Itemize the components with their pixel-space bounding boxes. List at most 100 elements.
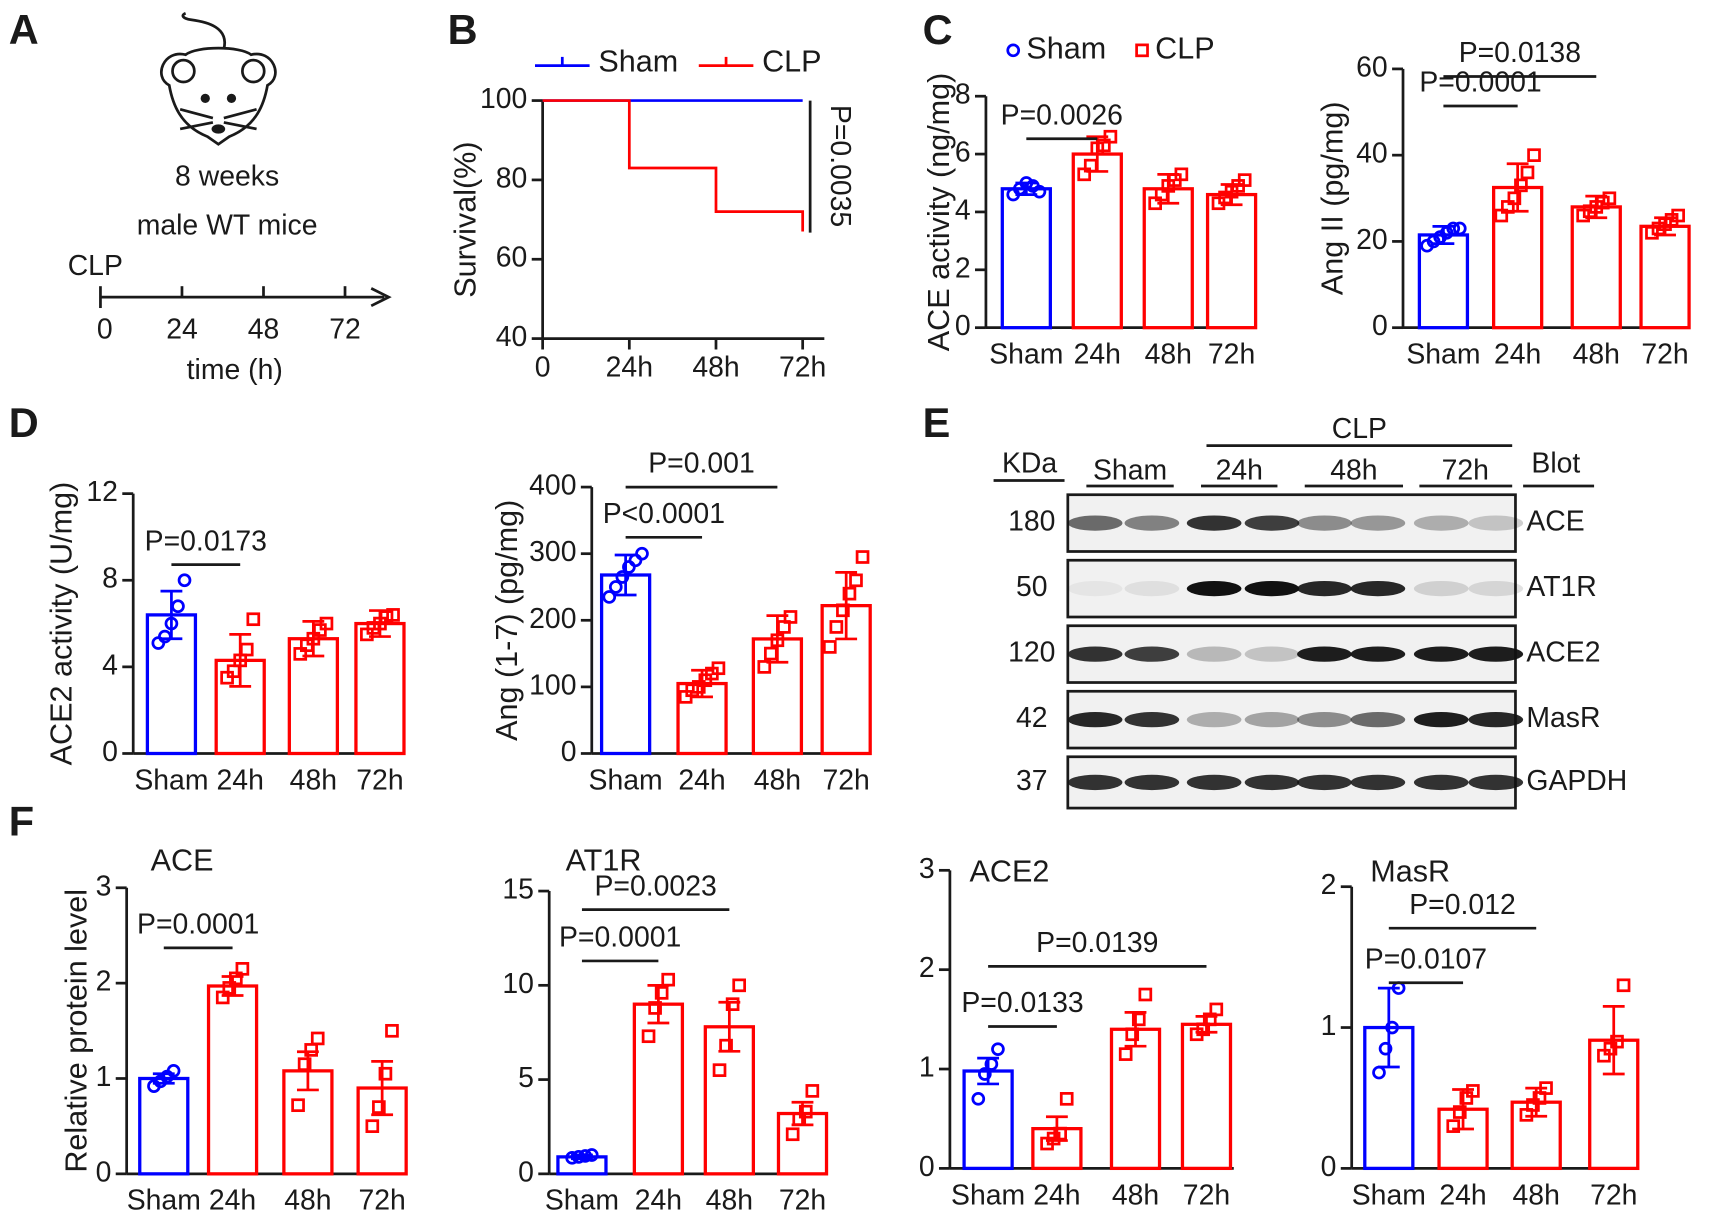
data-point bbox=[770, 633, 785, 648]
mouse-icon bbox=[160, 11, 277, 146]
p-value: P=0.0133 bbox=[961, 987, 1083, 1019]
y-tick-label: 4 bbox=[955, 194, 971, 226]
x-tick-label: 24h bbox=[606, 352, 653, 384]
x-tick-label: Sham bbox=[1352, 1179, 1426, 1210]
error-bar bbox=[1452, 1088, 1474, 1131]
data-point bbox=[1602, 191, 1617, 206]
x-tick-label: 72h bbox=[1590, 1179, 1637, 1210]
data-point bbox=[164, 616, 179, 631]
y-tick-label: 60 bbox=[1356, 51, 1388, 83]
data-point bbox=[1378, 1041, 1393, 1056]
data-point bbox=[1385, 1020, 1399, 1035]
data-point bbox=[1520, 165, 1535, 180]
blot-band bbox=[1124, 515, 1180, 531]
data-point bbox=[177, 573, 192, 588]
legend-label: Sham bbox=[1026, 31, 1106, 65]
x-tick-label: 72h bbox=[779, 352, 826, 384]
data-point bbox=[641, 1029, 656, 1044]
panel-letter: B bbox=[448, 6, 478, 53]
x-tick-label: Sham bbox=[589, 764, 663, 796]
blot-band bbox=[1244, 515, 1300, 531]
blot-band bbox=[1244, 646, 1300, 662]
x-tick-label: 24h bbox=[1074, 339, 1121, 371]
bar bbox=[1109, 1027, 1162, 1171]
x-tick-label: 72h bbox=[1183, 1179, 1230, 1210]
blot-band bbox=[1124, 712, 1180, 728]
x-tick-label: 48h bbox=[706, 1185, 753, 1210]
data-point bbox=[365, 1119, 380, 1133]
y-tick-label: 3 bbox=[96, 870, 112, 902]
kda-header: KDa bbox=[1002, 448, 1057, 480]
blot-name: GAPDH bbox=[1526, 765, 1627, 797]
y-tick-label: 2 bbox=[1321, 869, 1337, 901]
blot-band bbox=[1244, 712, 1300, 728]
bar bbox=[1205, 192, 1258, 330]
chart-title: MasR bbox=[1370, 855, 1450, 889]
data-point bbox=[805, 1084, 820, 1098]
data-point bbox=[978, 1067, 992, 1081]
data-point bbox=[1452, 1105, 1467, 1119]
x-tick-label: 72h bbox=[1208, 339, 1255, 371]
data-point bbox=[829, 620, 844, 634]
data-point bbox=[984, 1057, 999, 1071]
p-value: P=0.0138 bbox=[1459, 37, 1581, 69]
blot-band bbox=[1350, 580, 1406, 597]
blot-band bbox=[1350, 515, 1406, 531]
kda-label: 180 bbox=[1008, 506, 1055, 538]
blot-band bbox=[1297, 580, 1352, 597]
x-tick-label: 48h bbox=[692, 352, 739, 384]
y-tick-label: 1 bbox=[96, 1061, 112, 1093]
y-axis-label: Ang (1-7) (pg/mg) bbox=[490, 500, 524, 741]
timeline-tick-label: 0 bbox=[97, 313, 113, 345]
legend-label: CLP bbox=[762, 45, 821, 79]
clp-label: CLP bbox=[68, 250, 123, 282]
x-tick-label: 24h bbox=[209, 1185, 256, 1210]
x-tick-label: 72h bbox=[1641, 339, 1688, 371]
data-point bbox=[608, 580, 623, 594]
data-point bbox=[1174, 167, 1189, 182]
blot-band bbox=[1186, 712, 1242, 728]
timeline-tick-label: 48 bbox=[248, 313, 280, 345]
x-tick-label: 72h bbox=[356, 764, 403, 796]
blot-band bbox=[1468, 580, 1524, 597]
blot-band bbox=[1186, 515, 1242, 531]
blot-band bbox=[1124, 580, 1180, 597]
y-tick-label: 0 bbox=[955, 310, 971, 342]
kda-label: 50 bbox=[1016, 571, 1048, 603]
data-point bbox=[1446, 221, 1461, 236]
p-value: P=0.0139 bbox=[1036, 927, 1158, 959]
bar bbox=[1639, 224, 1691, 330]
blot-band bbox=[1186, 646, 1242, 662]
data-point bbox=[648, 1001, 662, 1015]
p-value: P=0.0026 bbox=[1001, 99, 1123, 131]
blot-band bbox=[1124, 646, 1180, 662]
data-point bbox=[310, 1031, 325, 1046]
blot-band bbox=[1244, 774, 1300, 791]
blot-name: MasR bbox=[1526, 702, 1600, 734]
blot-name: AT1R bbox=[1526, 571, 1596, 603]
kda-label: 42 bbox=[1016, 702, 1048, 734]
x-tick-label: Sham bbox=[1406, 339, 1480, 371]
y-tick-label: 10 bbox=[502, 968, 534, 1000]
data-point bbox=[166, 1064, 181, 1078]
data-point bbox=[1610, 1034, 1624, 1049]
x-tick-label: 48h bbox=[754, 764, 801, 796]
chart-title: ACE bbox=[151, 844, 214, 878]
x-tick-label: 48h bbox=[290, 764, 337, 796]
error-bar bbox=[371, 1059, 394, 1117]
data-point bbox=[1083, 158, 1098, 173]
data-point bbox=[584, 1148, 599, 1162]
blot-band bbox=[1468, 646, 1524, 662]
blot-band bbox=[1297, 646, 1352, 662]
blot-band bbox=[1297, 774, 1352, 791]
data-point bbox=[239, 642, 254, 657]
data-point bbox=[1237, 173, 1252, 187]
mice-type: male WT mice bbox=[137, 210, 318, 242]
bar bbox=[1000, 187, 1052, 330]
data-point bbox=[1019, 176, 1034, 190]
x-tick-label: 48h bbox=[1513, 1179, 1560, 1210]
data-point bbox=[235, 962, 250, 976]
data-point bbox=[1466, 1084, 1480, 1098]
timepoint-header: 24h bbox=[1216, 454, 1263, 486]
